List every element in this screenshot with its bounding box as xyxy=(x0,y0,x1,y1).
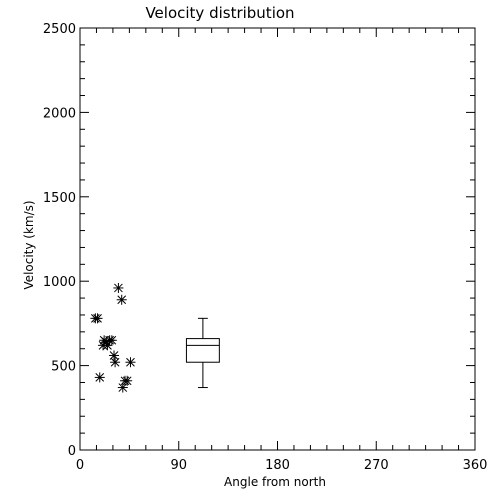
tick-labels-layer: 0 90 180 270 360 0 500 1000 1500 2000 2500 xyxy=(43,22,488,473)
data-point xyxy=(92,313,103,324)
boxplot-box xyxy=(185,338,220,363)
data-point xyxy=(125,357,136,368)
boxplot-layer xyxy=(185,317,220,389)
data-point-stroke xyxy=(122,376,132,386)
data-point-stroke xyxy=(117,295,127,305)
data-point xyxy=(106,335,117,346)
y-tick-label: 2000 xyxy=(43,106,76,121)
y-tick-label: 500 xyxy=(51,360,76,375)
points-layer xyxy=(90,282,136,393)
x-tick-label: 90 xyxy=(170,458,187,473)
x-tick-label: 270 xyxy=(364,458,389,473)
x-tick-label: 360 xyxy=(463,458,488,473)
data-point xyxy=(117,382,128,393)
chart-title: Velocity distribution xyxy=(145,4,294,22)
y-tick-label: 2500 xyxy=(43,22,76,37)
plot-frame-layer xyxy=(79,27,476,451)
ticks-layer xyxy=(79,27,476,451)
y-tick-label: 1000 xyxy=(43,275,76,290)
data-point-stroke xyxy=(107,335,117,345)
data-point xyxy=(94,372,105,383)
y-tick-label: 1500 xyxy=(43,191,76,206)
data-point-stroke xyxy=(110,357,120,367)
data-point-stroke xyxy=(126,357,135,367)
data-point xyxy=(109,350,120,361)
data-point-stroke xyxy=(95,373,105,382)
data-point xyxy=(113,282,124,293)
data-point-stroke xyxy=(93,313,102,323)
data-point xyxy=(122,375,133,386)
data-point xyxy=(116,294,127,305)
x-tick-label: 180 xyxy=(265,458,290,473)
plot-frame xyxy=(79,27,476,451)
x-tick-label: 0 xyxy=(76,458,84,473)
y-tick-label: 0 xyxy=(68,444,76,459)
data-point xyxy=(110,357,121,368)
x-axis-label: Angle from north xyxy=(224,475,326,489)
y-axis-label: Velocity (km/s) xyxy=(22,200,36,289)
data-point-stroke xyxy=(114,283,123,293)
